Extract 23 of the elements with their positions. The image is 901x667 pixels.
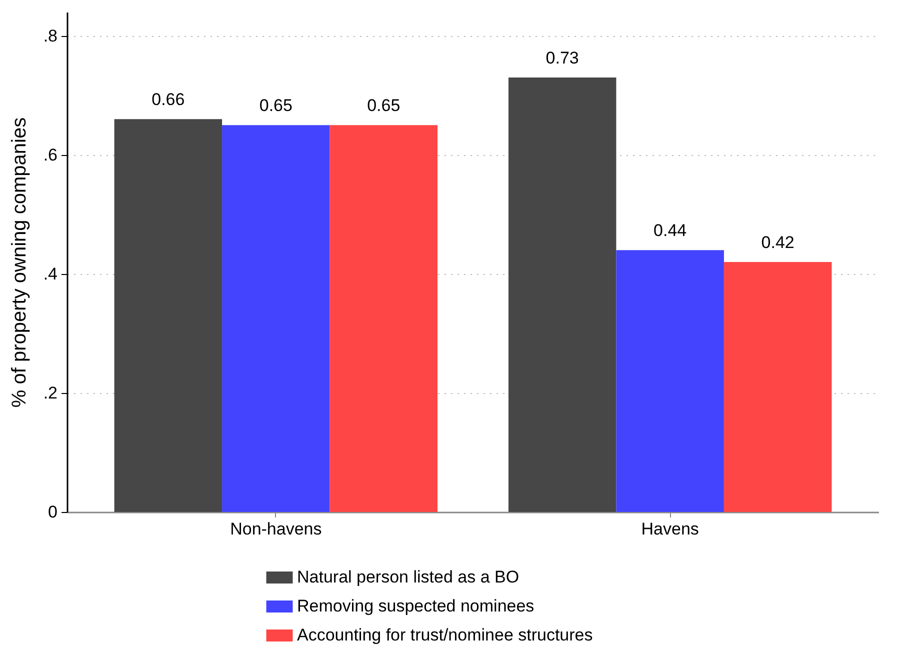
data-label: 0.73 xyxy=(546,48,579,68)
y-tick-label: .2 xyxy=(43,383,58,402)
y-axis-title: % of property owning companies xyxy=(8,117,30,408)
data-label: 0.65 xyxy=(367,96,400,116)
legend-label: Natural person listed as a BO xyxy=(297,568,520,586)
bar xyxy=(330,125,438,512)
bar xyxy=(616,250,724,512)
legend-label: Accounting for trust/nominee structures xyxy=(297,626,593,644)
data-label: 0.44 xyxy=(654,221,687,240)
data-label: 0.66 xyxy=(152,90,185,110)
y-tick-label: 0 xyxy=(48,502,58,522)
bar xyxy=(724,262,832,512)
data-label: 0.65 xyxy=(259,96,292,116)
x-tick-label: Non-havens xyxy=(230,520,322,538)
y-tick-label: .8 xyxy=(43,26,58,46)
x-tick-label: Havens xyxy=(641,520,699,538)
legend-label: Removing suspected nominees xyxy=(297,596,534,616)
bar xyxy=(114,119,222,512)
y-tick-label: .6 xyxy=(43,145,58,164)
y-tick-label: .4 xyxy=(43,264,58,284)
bar xyxy=(508,77,616,512)
bar xyxy=(222,125,330,512)
data-label: 0.42 xyxy=(761,233,794,252)
